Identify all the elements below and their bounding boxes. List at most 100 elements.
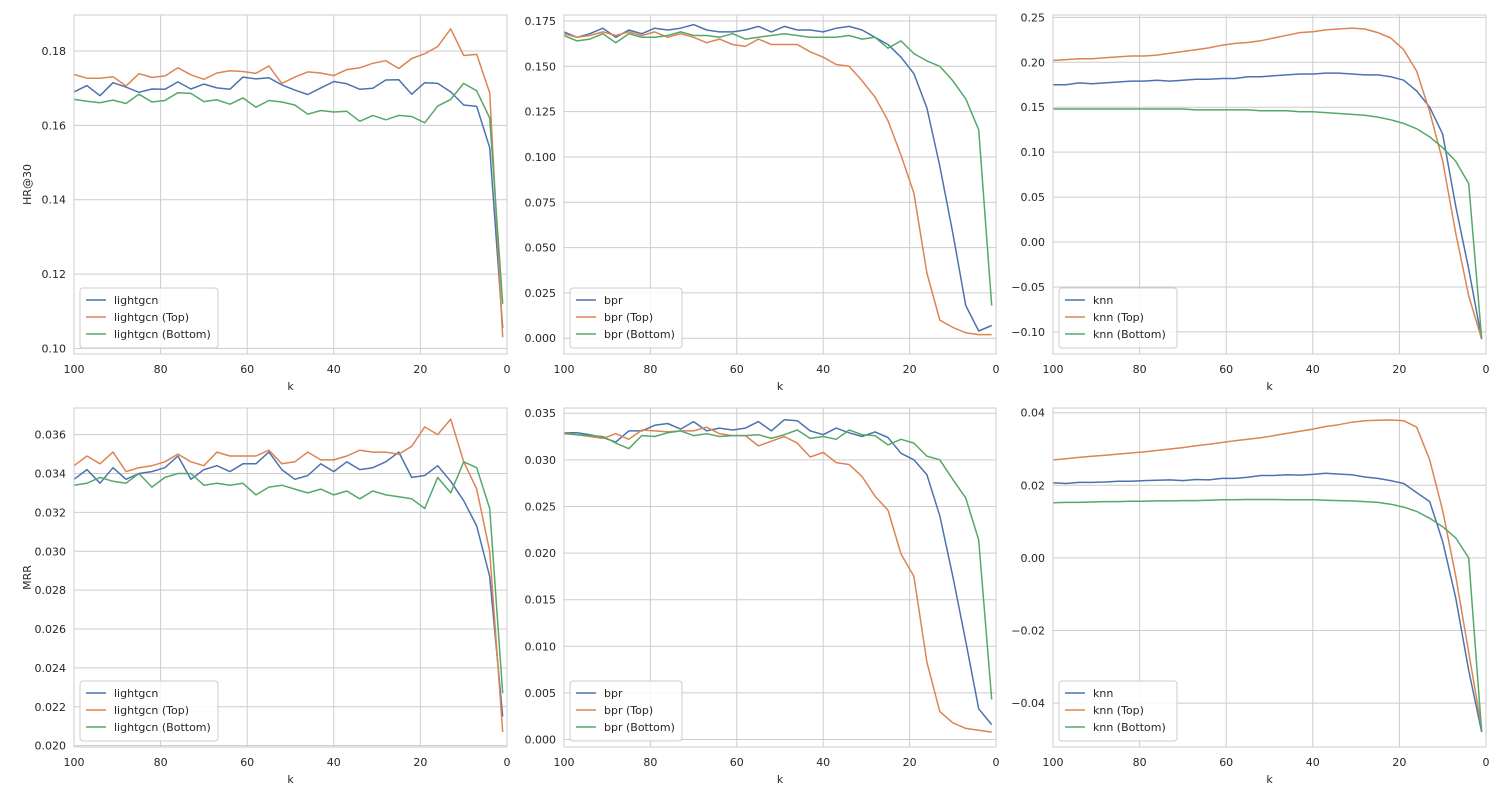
y-tick-label: 0.025 <box>525 287 557 300</box>
legend-box <box>1058 680 1178 742</box>
chart-panel-2: 100 80 60 40 20 0 0.000 0.025 0.050 0.075 0.100 0.1… <box>525 14 1000 393</box>
legend-box <box>79 680 219 742</box>
legend-label-1: knn <box>1093 687 1113 700</box>
x-tick-label: 80 <box>643 756 657 769</box>
y-tick-label: −0.02 <box>1011 624 1045 637</box>
legend-label-1: knn <box>1093 294 1113 307</box>
x-tick-label: 40 <box>1306 363 1320 376</box>
y-tick-label: 0.000 <box>525 332 557 345</box>
legend-label-2: lightgcn (Top) <box>114 311 189 324</box>
x-tick-label: 0 <box>504 756 511 769</box>
y-axis-label: MRR <box>21 565 34 590</box>
series-line-1 <box>564 418 993 726</box>
y-tick-label: 0.020 <box>525 547 557 560</box>
y-tick-label: 0.032 <box>35 506 67 519</box>
series-line-2 <box>563 31 992 336</box>
y-tick-label: 0.036 <box>35 429 67 442</box>
legend-label-3: knn (Bottom) <box>1093 721 1166 734</box>
y-tick-label: 0.00 <box>1021 236 1046 249</box>
plot-frame <box>563 14 997 355</box>
x-tick-label: 80 <box>154 363 168 376</box>
x-tick-label: 100 <box>64 756 85 769</box>
x-tick-label: 40 <box>327 363 341 376</box>
x-axis-label: k <box>287 380 294 393</box>
y-tick-label: 0.015 <box>525 594 557 607</box>
y-tick-label: 0.14 <box>42 194 67 207</box>
x-tick-label: 80 <box>1133 756 1147 769</box>
x-tick-label: 20 <box>903 363 917 376</box>
legend-label-3: lightgcn (Bottom) <box>114 721 211 734</box>
y-tick-label: 0.05 <box>1021 191 1046 204</box>
y-tick-label: 0.000 <box>525 734 557 747</box>
y-tick-label: 0.035 <box>525 407 557 420</box>
y-tick-label: 0.125 <box>525 106 557 119</box>
x-tick-label: 60 <box>730 363 744 376</box>
y-tick-label: 0.150 <box>525 60 557 73</box>
y-tick-label: 0.15 <box>1021 101 1046 114</box>
x-axis-label: k <box>1266 773 1273 786</box>
series-line-2 <box>1052 27 1483 340</box>
y-tick-label: 0.050 <box>525 242 557 255</box>
x-tick-label: 0 <box>1483 363 1490 376</box>
plot-frame <box>73 14 508 355</box>
x-tick-label: 0 <box>993 363 1000 376</box>
x-tick-label: 0 <box>1483 756 1490 769</box>
legend-box <box>569 680 683 742</box>
x-tick-label: 60 <box>240 363 254 376</box>
series-line-3 <box>563 31 993 306</box>
y-tick-label: −0.10 <box>1011 326 1045 339</box>
legend-label-3: bpr (Bottom) <box>604 721 675 734</box>
y-tick-label: 0.028 <box>35 584 67 597</box>
y-tick-label: 0.18 <box>42 45 67 58</box>
legend-box <box>569 287 683 349</box>
y-tick-label: 0.024 <box>35 662 67 675</box>
x-tick-label: 40 <box>816 363 830 376</box>
legend: lightgcn lightgcn (Top) lightgcn (Bottom) <box>79 680 219 742</box>
x-tick-label: 100 <box>1043 756 1064 769</box>
y-tick-label: 0.175 <box>525 15 557 28</box>
x-tick-label: 0 <box>504 363 511 376</box>
series-line-2 <box>73 418 504 733</box>
x-axis-label: k <box>287 773 294 786</box>
x-tick-label: 80 <box>1133 363 1147 376</box>
series-line-2 <box>73 28 504 338</box>
legend-label-3: lightgcn (Bottom) <box>114 328 211 341</box>
y-tick-label: 0.25 <box>1021 11 1046 24</box>
x-axis-label: k <box>777 773 784 786</box>
y-tick-label: 0.20 <box>1021 56 1046 69</box>
y-tick-label: 0.026 <box>35 623 67 636</box>
x-tick-label: 0 <box>993 756 1000 769</box>
y-tick-label: 0.020 <box>35 740 67 753</box>
y-tick-label: 0.04 <box>1021 407 1046 420</box>
plot-frame <box>563 407 997 748</box>
series-line-3 <box>73 461 504 694</box>
legend: bpr bpr (Top) bpr (Bottom) <box>569 680 683 742</box>
y-tick-label: −0.05 <box>1011 281 1045 294</box>
y-tick-label: 0.16 <box>42 119 67 132</box>
legend-label-3: knn (Bottom) <box>1093 328 1166 341</box>
y-tick-label: 0.12 <box>42 268 67 281</box>
y-tick-label: 0.00 <box>1021 552 1046 565</box>
y-tick-label: 0.025 <box>525 500 557 513</box>
x-tick-label: 20 <box>413 756 427 769</box>
legend-label-2: bpr (Top) <box>604 704 653 717</box>
y-tick-label: 0.02 <box>1021 479 1046 492</box>
series-line-2 <box>1052 419 1483 729</box>
y-tick-label: 0.030 <box>525 454 557 467</box>
x-tick-label: 40 <box>1306 756 1320 769</box>
legend-label-2: bpr (Top) <box>604 311 653 324</box>
legend-label-1: bpr <box>604 687 623 700</box>
series-line-1 <box>1052 472 1483 733</box>
series-line-1 <box>73 451 504 717</box>
series-line-3 <box>563 429 993 700</box>
y-axis-label: HR@30 <box>21 164 34 205</box>
x-tick-label: 20 <box>903 756 917 769</box>
legend-label-2: lightgcn (Top) <box>114 704 189 717</box>
x-axis-label: k <box>1266 380 1273 393</box>
y-tick-label: 0.005 <box>525 687 557 700</box>
chart-panel-3: 100 80 60 40 20 0 −0.10 −0.05 0.00 0.05 0.10 0.15 0.… <box>1011 11 1489 393</box>
legend-box <box>79 287 219 349</box>
plot-frame <box>1052 14 1487 355</box>
plot-frame <box>73 407 508 748</box>
